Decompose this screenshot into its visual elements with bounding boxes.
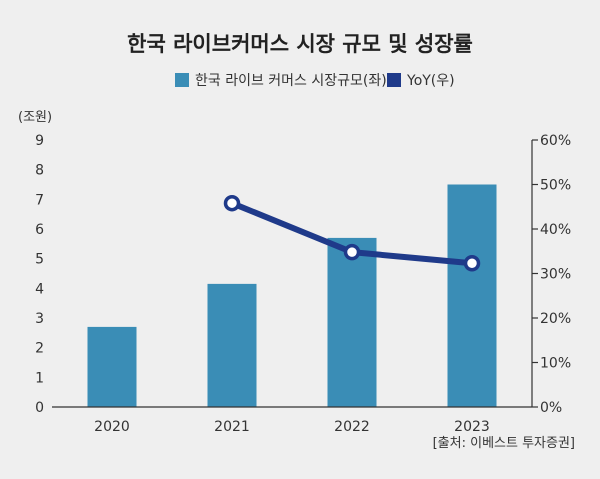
- x-tick-label: 2021: [214, 419, 250, 435]
- line-series: [223, 194, 481, 272]
- left-tick-label: 8: [35, 163, 44, 179]
- legend-bar-label: 한국 라이브 커머스 시장규모(좌): [195, 73, 387, 89]
- x-tick-label: 2022: [334, 419, 370, 435]
- bar-series: [87, 184, 497, 407]
- left-tick-label: 6: [35, 222, 44, 238]
- left-axis-unit: (조원): [18, 110, 52, 125]
- x-tick-label: 2023: [454, 419, 490, 435]
- legend: 한국 라이브 커머스 시장규모(좌) YoY(우): [175, 73, 455, 89]
- right-tick-label: 60%: [540, 133, 571, 149]
- yoy-point-2023: [463, 255, 481, 272]
- right-tick-label: 30%: [540, 267, 571, 283]
- x-axis-ticks: 2020 2021 2022 2023: [94, 419, 490, 435]
- left-tick-label: 9: [35, 133, 44, 149]
- left-tick-label: 5: [35, 252, 44, 268]
- legend-line-label: YoY(우): [406, 73, 455, 89]
- legend-line-swatch: [387, 73, 401, 87]
- bar-2021: [207, 283, 257, 407]
- chart-title: 한국 라이브커머스 시장 규모 및 성장률: [127, 32, 473, 56]
- source-note: [출처: 이베스트 투자증권]: [433, 436, 575, 451]
- yoy-point-2022: [343, 243, 361, 261]
- legend-bar-swatch: [175, 73, 189, 87]
- bar-2023: [447, 184, 497, 407]
- bar-2022: [327, 237, 377, 407]
- left-axis-ticks: 0 1 2 3 4 5 6 7 8 9: [35, 133, 44, 416]
- left-tick-label: 0: [35, 400, 44, 416]
- x-tick-label: 2020: [94, 419, 130, 435]
- bar-2020: [87, 326, 137, 407]
- right-tick-label: 10%: [540, 356, 571, 372]
- left-tick-label: 4: [35, 281, 44, 297]
- right-axis-ticks: 0% 10% 20% 30% 40% 50% 60%: [532, 133, 571, 416]
- left-tick-label: 2: [35, 341, 44, 357]
- right-tick-label: 40%: [540, 222, 571, 238]
- right-tick-label: 0%: [540, 400, 562, 416]
- yoy-point-2021: [223, 194, 241, 212]
- left-tick-label: 7: [35, 192, 44, 208]
- right-tick-label: 50%: [540, 178, 571, 194]
- left-tick-label: 3: [35, 311, 44, 327]
- left-tick-label: 1: [35, 370, 44, 386]
- right-tick-label: 20%: [540, 311, 571, 327]
